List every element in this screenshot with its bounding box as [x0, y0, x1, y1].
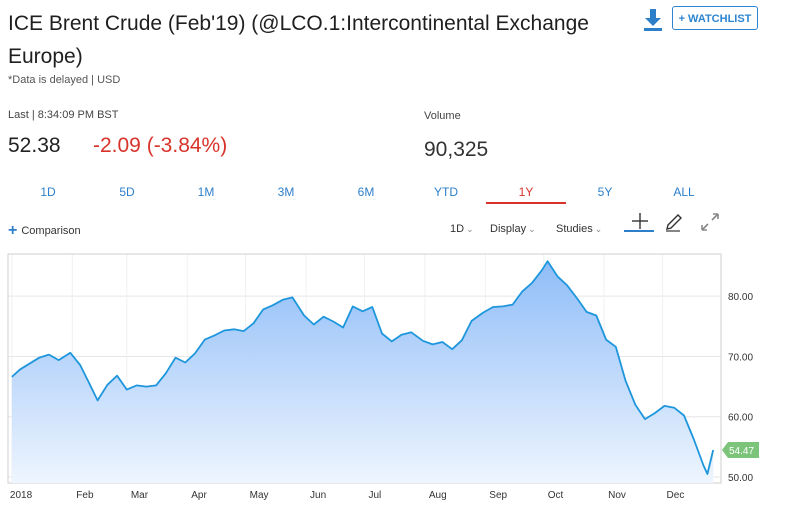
crosshair-active-underline: [624, 230, 654, 232]
tab-6m[interactable]: 6M: [357, 185, 375, 199]
last-price-tag-label: 54.47: [729, 446, 754, 457]
interval-dropdown[interactable]: 1D ⌄: [450, 223, 474, 235]
y-tick-label: 70.00: [728, 352, 753, 363]
price-chart[interactable]: 50.00 60.00 70.00 80.00 2018 Feb Mar Apr May Jun…: [0, 250, 789, 524]
display-dropdown[interactable]: Display ⌄: [490, 223, 536, 235]
price-change: -2.09 (-3.84%): [93, 134, 228, 157]
interval-label: 1D: [450, 223, 465, 235]
draw-pencil-icon[interactable]: [664, 212, 684, 237]
plus-icon: +: [8, 222, 18, 239]
crosshair-icon[interactable]: [630, 212, 650, 235]
download-icon[interactable]: [642, 8, 664, 32]
x-tick-label: Nov: [608, 490, 626, 501]
tab-3m[interactable]: 3M: [277, 185, 295, 199]
x-tick-label: Oct: [548, 490, 564, 501]
x-tick-label: 2018: [10, 490, 33, 501]
comparison-button[interactable]: + Comparison: [8, 222, 81, 240]
x-axis: 2018 Feb Mar Apr May Jun Jul Aug Sep Oct Nov Dec: [10, 490, 684, 501]
price-area: [11, 261, 714, 483]
tab-5d[interactable]: 5D: [119, 185, 135, 199]
x-tick-label: Mar: [131, 490, 149, 501]
comparison-label: Comparison: [21, 225, 81, 237]
price-line: [11, 260, 715, 475]
watchlist-button[interactable]: + WATCHLIST: [672, 6, 758, 30]
tab-all[interactable]: ALL: [673, 185, 695, 199]
y-tick-label: 80.00: [728, 292, 753, 303]
x-tick-label: Feb: [76, 490, 94, 501]
tab-1m[interactable]: 1M: [197, 185, 215, 199]
x-tick-label: Dec: [667, 490, 685, 501]
x-tick-label: Aug: [429, 490, 447, 501]
chevron-down-icon: ⌄: [594, 224, 603, 234]
y-axis: 50.00 60.00 70.00 80.00: [728, 292, 753, 484]
studies-label: Studies: [556, 223, 593, 235]
range-tabs: 1D 5D 1M 3M 6M YTD 1Y 5Y ALL: [8, 184, 724, 204]
last-price-tag: 54.47: [722, 442, 759, 459]
y-tick-label: 50.00: [728, 473, 753, 484]
display-label: Display: [490, 223, 527, 235]
tab-1y[interactable]: 1Y: [486, 184, 566, 204]
data-delay-note: *Data is delayed | USD: [8, 74, 121, 86]
tab-5y[interactable]: 5Y: [597, 185, 613, 199]
tab-1d[interactable]: 1D: [40, 185, 56, 199]
page-title: ICE Brent Crude (Feb'19) (@LCO.1:Interco…: [8, 12, 589, 68]
studies-dropdown[interactable]: Studies ⌄: [556, 223, 602, 235]
volume-label: Volume: [424, 110, 461, 122]
x-tick-label: Apr: [191, 490, 207, 501]
x-tick-label: Jul: [369, 490, 382, 501]
volume-value: 90,325: [424, 138, 489, 161]
x-tick-label: May: [250, 490, 269, 501]
y-tick-label: 60.00: [728, 413, 753, 424]
fullscreen-icon[interactable]: [700, 212, 720, 237]
chevron-down-icon: ⌄: [466, 224, 474, 234]
tab-ytd[interactable]: YTD: [434, 185, 458, 199]
chevron-down-icon: ⌄: [528, 224, 536, 234]
last-trade-label: Last | 8:34:09 PM BST: [8, 109, 119, 121]
last-price: 52.38: [8, 134, 61, 157]
x-tick-label: Sep: [489, 490, 507, 501]
x-tick-label: Jun: [310, 490, 326, 501]
